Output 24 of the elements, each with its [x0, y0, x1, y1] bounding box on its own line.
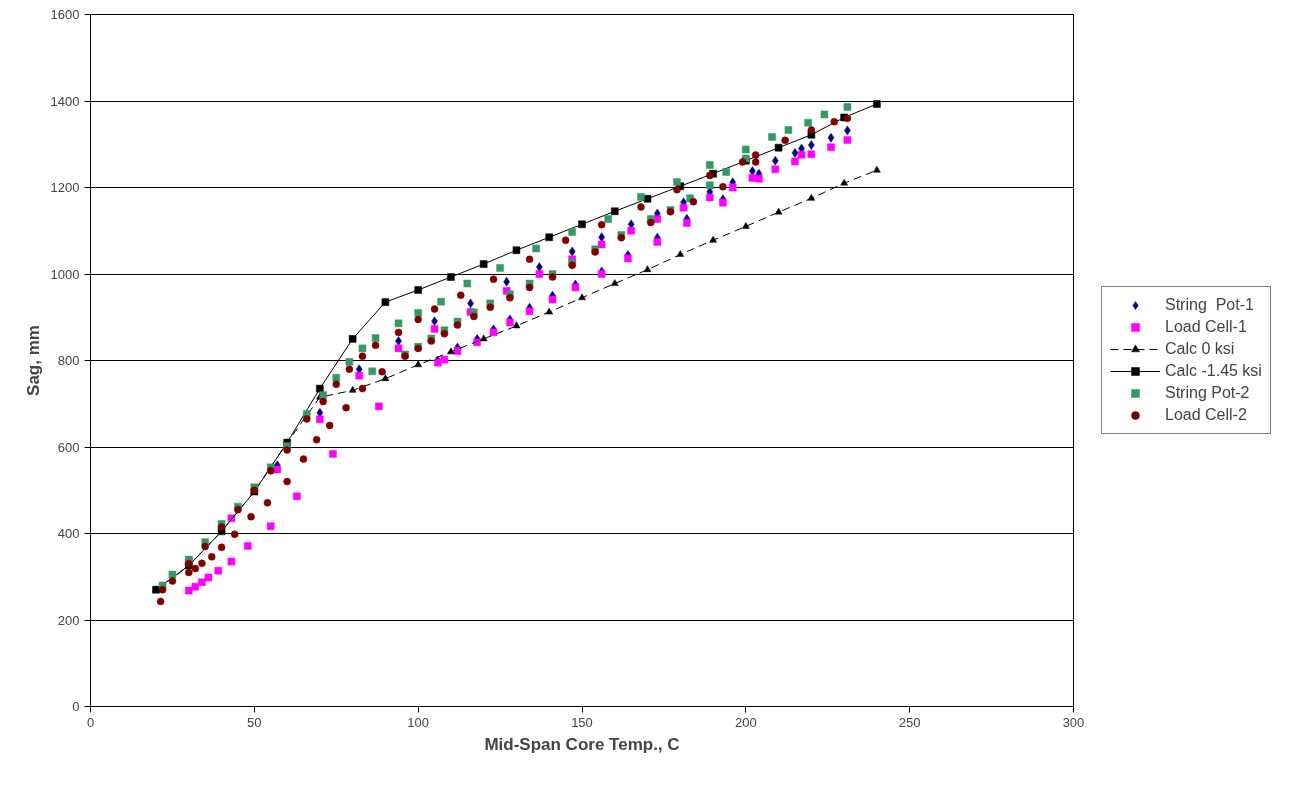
y-tick-label: 1000	[50, 266, 80, 282]
x-tick-label: 250	[898, 714, 921, 730]
x-tick-label: 100	[407, 714, 430, 730]
y-tick-label: 1200	[50, 180, 80, 195]
y-tick-label: 1600	[50, 7, 80, 22]
y-tick-label: 1400	[50, 93, 80, 109]
x-tick-label: 200	[734, 714, 757, 730]
y-tick-label: 600	[57, 439, 80, 455]
x-tick-label: 300	[1062, 714, 1085, 730]
legend-label: String Pot-1	[1165, 296, 1254, 314]
y-tick-label: 200	[57, 612, 80, 628]
x-tick-label: 150	[571, 714, 593, 730]
legend-label: Load Cell-1	[1165, 318, 1247, 336]
legend-label: Load Cell-2	[1165, 406, 1247, 424]
legend-label: String Pot-2	[1165, 384, 1250, 402]
x-axis-title: Mid-Span Core Temp., C	[484, 734, 680, 754]
y-tick-label: 400	[57, 526, 80, 541]
legend-label: Calc -1.45 ksi	[1165, 362, 1262, 380]
legend-label: Calc 0 ksi	[1165, 340, 1235, 358]
x-tick-label: 50	[247, 714, 262, 730]
y-tick-label: 0	[72, 699, 80, 714]
x-tick-label: 0	[86, 714, 95, 730]
y-axis-title: Sag, mm	[23, 325, 43, 396]
y-tick-label: 800	[57, 353, 80, 368]
